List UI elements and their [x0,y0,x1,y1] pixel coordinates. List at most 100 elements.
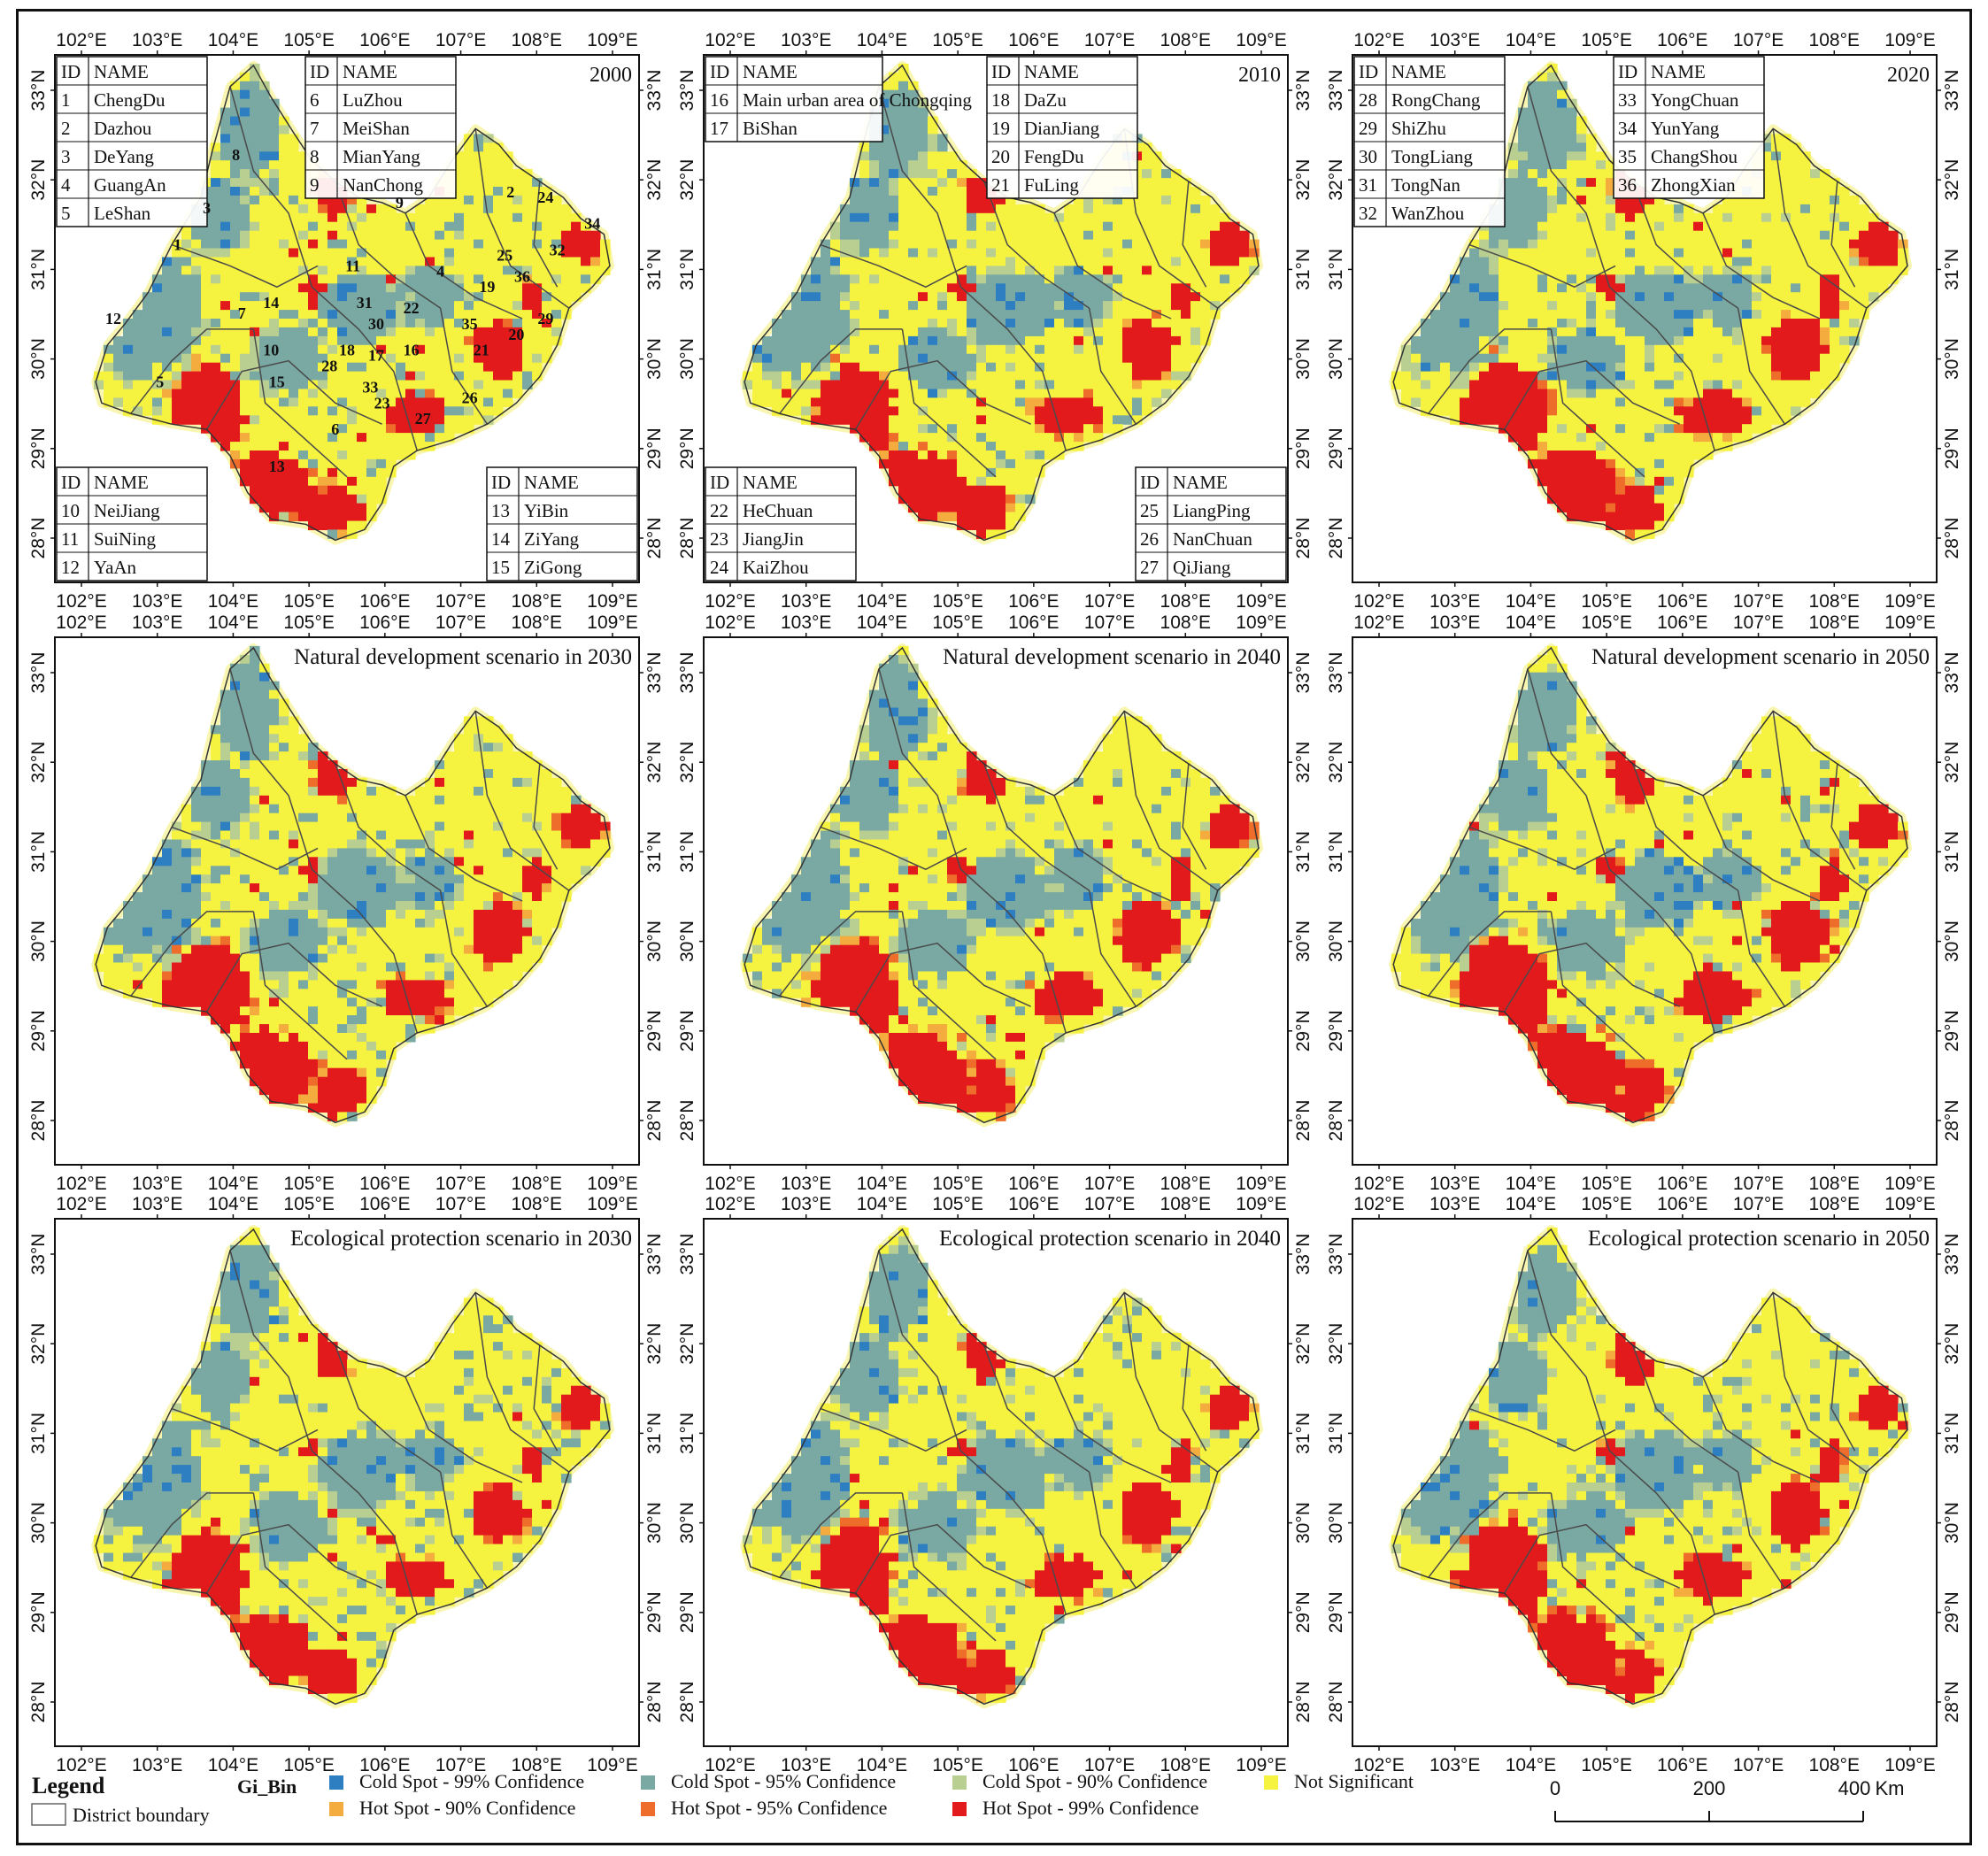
raster-cell [512,751,523,761]
raster-cell [1830,187,1840,196]
raster-cell [1518,433,1529,443]
raster-cell [772,319,782,328]
raster-cell [357,344,367,355]
raster-cell [1606,248,1616,258]
raster-cell [1499,335,1509,346]
raster-cell [967,424,977,434]
raster-cell [1547,89,1558,100]
raster-cell [289,786,299,797]
raster-cell [1122,292,1133,302]
raster-cell [1440,397,1451,407]
raster-cell [230,204,241,214]
raster-cell [1586,151,1597,161]
raster-cell [444,751,455,761]
raster-cell [318,301,328,311]
raster-cell [357,310,367,320]
raster-cell [1489,239,1499,250]
raster-cell [289,195,299,205]
raster-cell [1547,98,1558,109]
raster-cell [366,476,377,487]
raster-cell [1645,442,1655,451]
raster-cell [1654,512,1665,521]
raster-cell [366,248,377,258]
raster-cell [937,151,948,161]
district-boundary [1503,359,1680,430]
raster-cell [542,266,552,275]
raster-cell [1122,221,1133,232]
raster-cell [250,187,260,196]
raster-cell [201,301,212,311]
raster-cell [976,204,987,214]
district-boundary [1772,128,1868,309]
raster-cell [1083,362,1094,373]
raster-cell [1132,344,1143,355]
raster-cell [967,344,977,355]
raster-cell [512,344,523,355]
raster-cell [1025,257,1036,266]
raster-cell [503,389,513,398]
raster-cell [298,397,309,407]
raster-cell [532,310,543,320]
raster-cell [937,283,948,293]
raster-cell [1064,230,1075,241]
raster-cell [928,151,938,161]
raster-cell [1015,301,1026,311]
raster-cell [230,406,241,416]
raster-cell [1518,266,1529,275]
raster-cell [782,335,792,346]
raster-cell [279,476,289,487]
raster-cell [1576,169,1587,179]
raster-cell [1606,344,1616,355]
raster-cell [1606,389,1616,398]
raster-cell [1576,178,1587,188]
raster-cell [791,327,802,337]
raster-cell [298,467,309,478]
raster-cell [201,248,212,258]
raster-cell [279,389,289,398]
raster-cell [493,151,504,161]
raster-cell [454,734,465,743]
raster-cell [474,327,484,337]
raster-cell [347,301,358,311]
raster-cell [1576,274,1587,284]
raster-cell [1576,151,1587,161]
raster-cell [1586,310,1597,320]
raster-cell [1035,458,1045,469]
raster-cell [996,380,1006,389]
raster-cell [996,433,1006,443]
raster-cell [1537,458,1548,469]
raster-cell [1142,151,1152,161]
raster-cell [396,795,406,805]
raster-cell [435,769,445,779]
raster-cell [347,230,358,241]
raster-cell [1576,335,1587,346]
district-boundary [205,359,382,430]
raster-cell [1220,266,1230,275]
raster-cell [957,451,967,460]
raster-cell [1064,380,1075,389]
raster-cell [240,221,250,232]
raster-cell [821,283,831,293]
raster-cell [1664,406,1675,416]
raster-cell [928,178,938,188]
raster-cell [240,725,250,735]
raster-cell [772,362,782,373]
raster-cell [1567,310,1577,320]
raster-cell [1722,327,1733,337]
raster-cell [937,397,948,407]
raster-cell [1791,362,1801,373]
raster-cell [791,344,802,355]
raster-cell [1839,204,1850,214]
raster-cell [250,424,260,434]
raster-cell [347,467,358,478]
raster-cell [1567,98,1577,109]
raster-cell [1606,424,1616,434]
raster-cell [1093,380,1104,389]
district-boundary [335,181,442,309]
raster-cell [1103,301,1113,311]
raster-cell [1586,415,1597,425]
raster-cell [1200,301,1211,311]
raster-cell [230,795,241,805]
raster-cell [308,292,319,302]
raster-cell [522,195,533,205]
